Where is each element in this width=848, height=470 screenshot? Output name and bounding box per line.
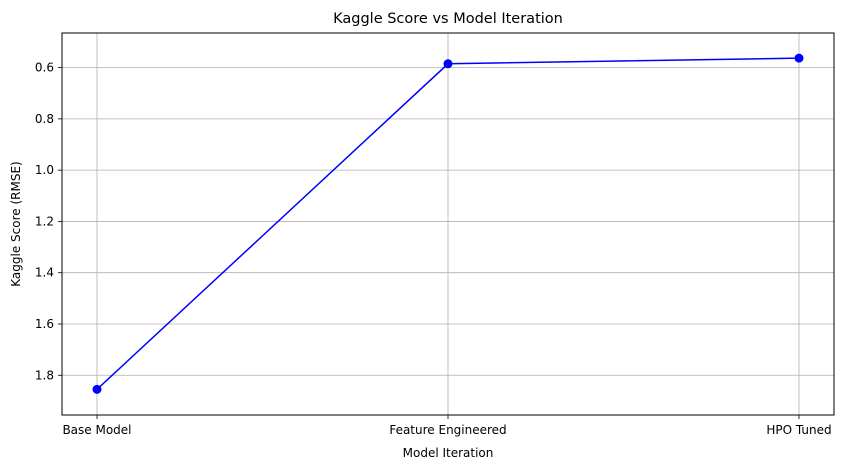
data-point <box>794 53 804 63</box>
y-tick-label: 0.8 <box>35 112 54 126</box>
y-tick-label: 1.6 <box>35 317 54 331</box>
x-tick-label: HPO Tuned <box>766 423 831 437</box>
data-point <box>92 384 102 394</box>
y-tick-label: 0.6 <box>35 61 54 75</box>
x-tick-label: Base Model <box>62 423 131 437</box>
y-ticks: 0.6 0.8 1.0 1.2 1.4 1.6 1.8 <box>35 61 62 382</box>
x-tick-label: Feature Engineered <box>389 423 506 437</box>
grid <box>62 33 834 415</box>
y-tick-label: 1.8 <box>35 368 54 382</box>
data-point <box>443 59 453 69</box>
y-tick-label: 1.4 <box>35 266 54 280</box>
y-tick-label: 1.2 <box>35 214 54 228</box>
y-axis-label: Kaggle Score (RMSE) <box>9 161 23 286</box>
series-points <box>92 53 804 394</box>
chart-title: Kaggle Score vs Model Iteration <box>333 11 563 27</box>
x-axis-label: Model Iteration <box>403 446 494 460</box>
x-ticks: Base Model Feature Engineered HPO Tuned <box>62 415 832 437</box>
y-tick-label: 1.0 <box>35 163 54 177</box>
